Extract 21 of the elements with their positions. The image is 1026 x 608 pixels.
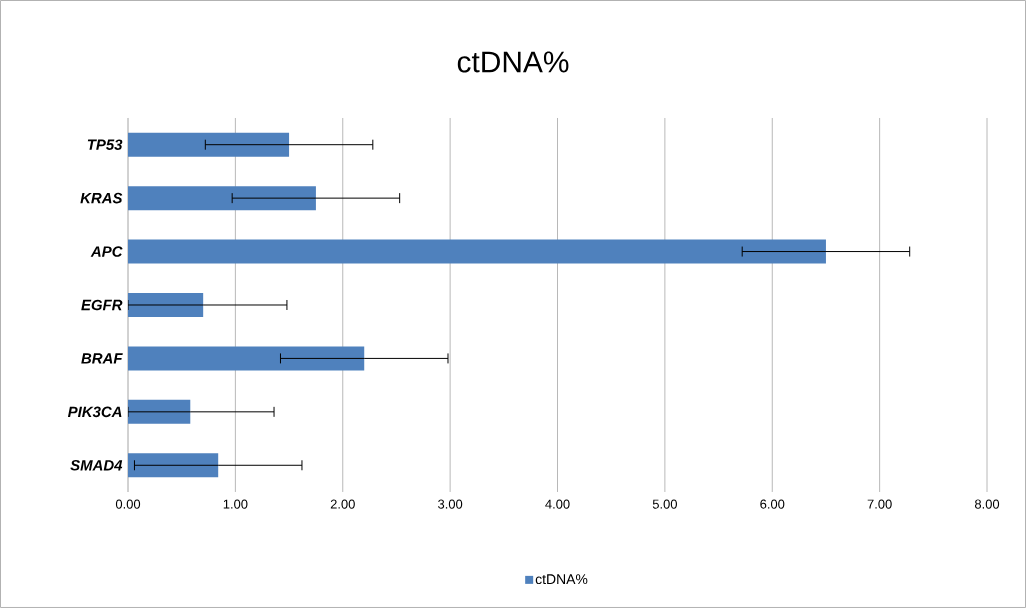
x-tick-label: 0.00 [115, 499, 141, 509]
x-tick-label: 2.00 [330, 499, 355, 509]
x-tick-label: 8.00 [974, 499, 1000, 509]
bar [128, 239, 826, 264]
y-tick-label: PIK3CA [67, 406, 122, 418]
x-tick-label: 5.00 [652, 499, 677, 509]
bar [128, 346, 365, 371]
y-tick-label: EGFR [81, 299, 123, 311]
x-tick-label: 4.00 [545, 499, 570, 509]
x-tick-label: 3.00 [438, 499, 463, 509]
y-tick-label: APC [90, 246, 123, 257]
y-tick-label: SMAD4 [70, 459, 123, 471]
y-tick-label: KRAS [80, 192, 123, 204]
y-tick-label: TP53 [87, 139, 123, 150]
bar [128, 186, 316, 211]
y-tick-label: BRAF [81, 353, 123, 364]
x-tick-label: 1.00 [223, 499, 248, 509]
x-tick-label: 7.00 [867, 499, 892, 509]
chart-title: ctDNA% [457, 51, 569, 73]
x-tick-label: 6.00 [760, 499, 785, 509]
legend-label: ctDNA% [535, 574, 588, 585]
